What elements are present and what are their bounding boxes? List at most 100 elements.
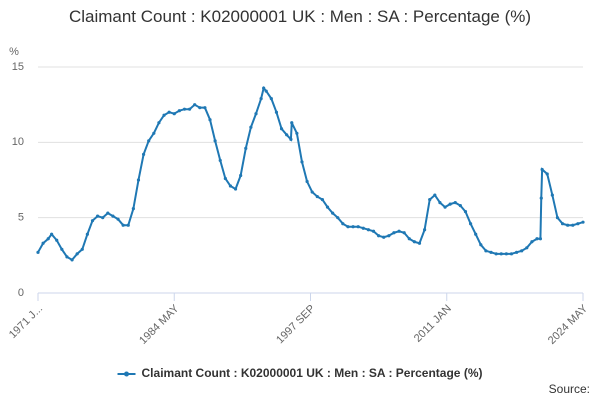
point (290, 121, 294, 125)
point (525, 246, 529, 250)
point (218, 158, 222, 163)
point (550, 193, 554, 197)
point (269, 97, 273, 101)
point (412, 240, 416, 244)
point (560, 222, 565, 226)
legend-item: Claimant Count : K02000001 UK : Men : SA… (117, 366, 483, 380)
point (239, 173, 243, 178)
point (392, 231, 396, 235)
point (233, 187, 238, 191)
point (167, 110, 171, 114)
point (187, 107, 192, 111)
point (244, 146, 248, 150)
point (463, 210, 468, 214)
point (157, 121, 161, 125)
point (223, 176, 227, 181)
point (264, 89, 268, 93)
point (85, 232, 89, 236)
point (417, 241, 422, 245)
point (136, 178, 141, 182)
point (279, 127, 284, 131)
point (453, 201, 457, 205)
point (46, 237, 50, 241)
point (295, 131, 299, 135)
point (514, 250, 519, 254)
point (443, 205, 447, 209)
point (458, 204, 462, 208)
point (131, 207, 135, 211)
point (571, 223, 575, 227)
point (356, 225, 360, 229)
point (65, 255, 69, 259)
point (96, 214, 100, 218)
point (438, 201, 442, 205)
point (504, 252, 508, 256)
point (581, 220, 585, 224)
point (428, 197, 432, 202)
point (539, 196, 543, 200)
point (90, 219, 95, 223)
point (193, 103, 197, 107)
chart-title: Claimant Count : K02000001 UK : Men : SA… (68, 7, 532, 26)
point (474, 232, 478, 236)
point (576, 222, 580, 226)
point (182, 107, 187, 111)
point (489, 250, 493, 254)
point (106, 211, 110, 215)
point (484, 249, 488, 253)
point (530, 240, 534, 244)
point (331, 211, 335, 215)
x-tick-label: 2024 MAY (546, 302, 591, 347)
point (162, 113, 166, 117)
point (320, 197, 325, 202)
y-tick-label: 5 (18, 212, 24, 224)
point (310, 190, 314, 194)
point (382, 235, 386, 239)
legend-label: Claimant Count : K02000001 UK : Men : SA… (142, 366, 483, 380)
point (325, 205, 330, 209)
point (433, 193, 437, 197)
point (198, 106, 202, 110)
point (494, 252, 498, 256)
x-tick-label: 2011 JAN (412, 303, 454, 345)
series-line (37, 85, 584, 262)
point (448, 202, 452, 206)
point (285, 133, 289, 137)
point (75, 252, 79, 256)
point (366, 228, 371, 232)
point (249, 125, 253, 129)
x-tick-label: 1984 MAY (137, 302, 182, 347)
legend-marker (124, 371, 130, 377)
point (172, 112, 176, 116)
point (289, 137, 293, 141)
point (305, 179, 309, 184)
point (535, 237, 539, 241)
point (346, 225, 350, 229)
point (520, 249, 524, 253)
point (36, 250, 40, 254)
y-axis-label: % (9, 46, 19, 58)
point (60, 247, 64, 251)
point (55, 238, 59, 242)
x-tick-label: 1997 SEP (274, 303, 318, 347)
point (377, 234, 381, 238)
point (152, 131, 156, 135)
point (336, 216, 340, 220)
point (228, 184, 233, 188)
point (402, 231, 406, 235)
point (70, 258, 74, 262)
point (540, 167, 544, 172)
point (361, 226, 365, 230)
point (177, 109, 181, 113)
point (341, 222, 345, 226)
point (126, 223, 130, 227)
source: Source: (549, 382, 590, 396)
point (499, 252, 503, 256)
point (371, 229, 376, 233)
point (566, 223, 570, 227)
point (468, 222, 473, 226)
point (555, 216, 560, 220)
point (80, 247, 84, 251)
